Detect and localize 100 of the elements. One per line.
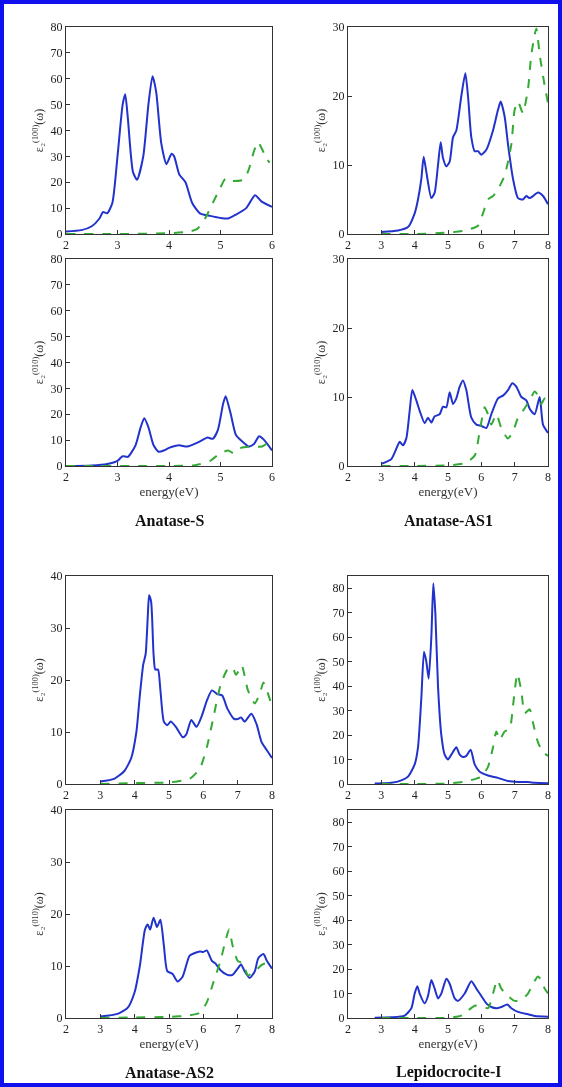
text: Anatase-AS1 (404, 512, 493, 529)
y-tick-label: 60 (50, 303, 63, 318)
x-tick-label: 5 (445, 1022, 451, 1037)
y-tick-label: 0 (56, 459, 63, 474)
x-tick-label: 4 (131, 788, 138, 803)
y-tick-label: 40 (332, 679, 345, 694)
y-tick-label: 80 (50, 252, 63, 267)
y-tick-label: 40 (50, 803, 63, 818)
x-tick-label: 7 (511, 470, 518, 485)
x-tick-label: 6 (478, 1022, 485, 1037)
x-tick-label: 4 (411, 788, 418, 803)
x-tick-label: 6 (269, 470, 275, 485)
y-tick-label: 40 (50, 355, 63, 370)
y-tick-label: 30 (332, 20, 345, 35)
x-tick-label: 4 (411, 1022, 418, 1037)
y-tick-label: 20 (332, 89, 345, 104)
y-tick-label: 0 (56, 227, 63, 242)
y-tick-label: 70 (50, 46, 63, 61)
y-tick-label: 30 (332, 252, 345, 267)
x-tick-label: 7 (511, 788, 518, 803)
x-tick-label: 8 (545, 1022, 551, 1037)
y-tick-label: 50 (332, 888, 345, 903)
x-tick-label: 2 (63, 1022, 69, 1037)
line-series (99, 664, 272, 784)
y-tick-label: 60 (50, 71, 63, 86)
x-tick-label: 4 (131, 1022, 138, 1037)
y-tick-label: 80 (332, 815, 345, 830)
x-tick-label: 2 (63, 238, 69, 253)
x-tick-label: 6 (478, 788, 485, 803)
line-series (380, 27, 548, 234)
text: Anatase-AS2 (125, 1064, 214, 1081)
y-tick-label: 40 (332, 913, 345, 928)
x-tick-label: 6 (200, 788, 207, 803)
y-tick-label: 20 (332, 728, 345, 743)
x-axis-title: energy(eV) (139, 1036, 199, 1052)
line-series (380, 72, 548, 233)
y-tick-label: 0 (56, 1011, 63, 1026)
x-tick-label: 3 (378, 470, 385, 485)
x-tick-label: 2 (63, 788, 69, 803)
y-tick-label: 50 (50, 329, 63, 344)
y-tick-label: 10 (332, 986, 345, 1001)
y-tick-label: 70 (332, 839, 345, 854)
y-tick-label: 80 (50, 20, 63, 35)
x-tick-label: 2 (345, 788, 351, 803)
y-tick-label: 10 (50, 959, 63, 974)
text: Anatase-S (135, 512, 205, 529)
y-tick-label: 0 (338, 1011, 345, 1026)
y-tick-label: 0 (338, 459, 345, 474)
y-tick-label: 60 (332, 864, 345, 879)
x-tick-label: 8 (545, 238, 551, 253)
x-tick-label: 2 (345, 238, 351, 253)
x-tick-label: 6 (478, 238, 485, 253)
y-tick-label: 20 (50, 175, 63, 190)
x-tick-label: 5 (166, 788, 172, 803)
x-tick-label: 3 (97, 1022, 104, 1037)
x-tick-label: 3 (378, 788, 385, 803)
y-tick-label: 50 (332, 654, 345, 669)
y-tick-label: 60 (332, 630, 345, 645)
x-tick-label: 5 (445, 238, 451, 253)
line-series (66, 141, 271, 234)
line-series (99, 594, 272, 783)
y-tick-label: 20 (50, 407, 63, 422)
y-tick-label: 30 (50, 621, 63, 636)
y-tick-label: 0 (56, 777, 63, 792)
x-tick-label: 5 (445, 470, 451, 485)
y-tick-label: 30 (50, 855, 63, 870)
x-tick-label: 2 (345, 470, 351, 485)
y-tick-label: 10 (50, 725, 63, 740)
y-tick-label: 10 (50, 433, 63, 448)
x-tick-label: 2 (63, 470, 69, 485)
x-tick-label: 8 (545, 470, 551, 485)
y-tick-label: 70 (50, 278, 63, 293)
y-tick-label: 30 (50, 149, 63, 164)
x-tick-label: 7 (511, 1022, 518, 1037)
x-tick-label: 3 (97, 788, 104, 803)
y-tick-label: 0 (338, 227, 345, 242)
x-tick-label: 2 (345, 1022, 351, 1037)
y-tick-label: 10 (332, 390, 345, 405)
x-tick-label: 5 (445, 788, 451, 803)
x-tick-label: 4 (166, 470, 172, 485)
x-axis-title: energy(eV) (418, 484, 478, 500)
y-tick-label: 20 (332, 962, 345, 977)
line-series (66, 75, 272, 233)
x-tick-label: 3 (114, 470, 121, 485)
y-tick-label: 20 (50, 673, 63, 688)
x-tick-label: 6 (478, 470, 485, 485)
x-tick-label: 3 (378, 238, 385, 253)
x-tick-label: 4 (411, 238, 418, 253)
y-tick-label: 50 (50, 97, 63, 112)
y-tick-label: 10 (332, 752, 345, 767)
x-tick-label: 4 (166, 238, 172, 253)
y-tick-label: 40 (50, 123, 63, 138)
x-tick-label: 3 (114, 238, 121, 253)
y-tick-label: 70 (332, 605, 345, 620)
y-tick-label: 80 (332, 581, 345, 596)
x-tick-label: 5 (217, 238, 224, 253)
x-axis-title: energy(eV) (139, 484, 199, 500)
x-tick-label: 6 (200, 1022, 207, 1037)
y-tick-label: 30 (332, 703, 345, 718)
x-tick-label: 5 (166, 1022, 172, 1037)
